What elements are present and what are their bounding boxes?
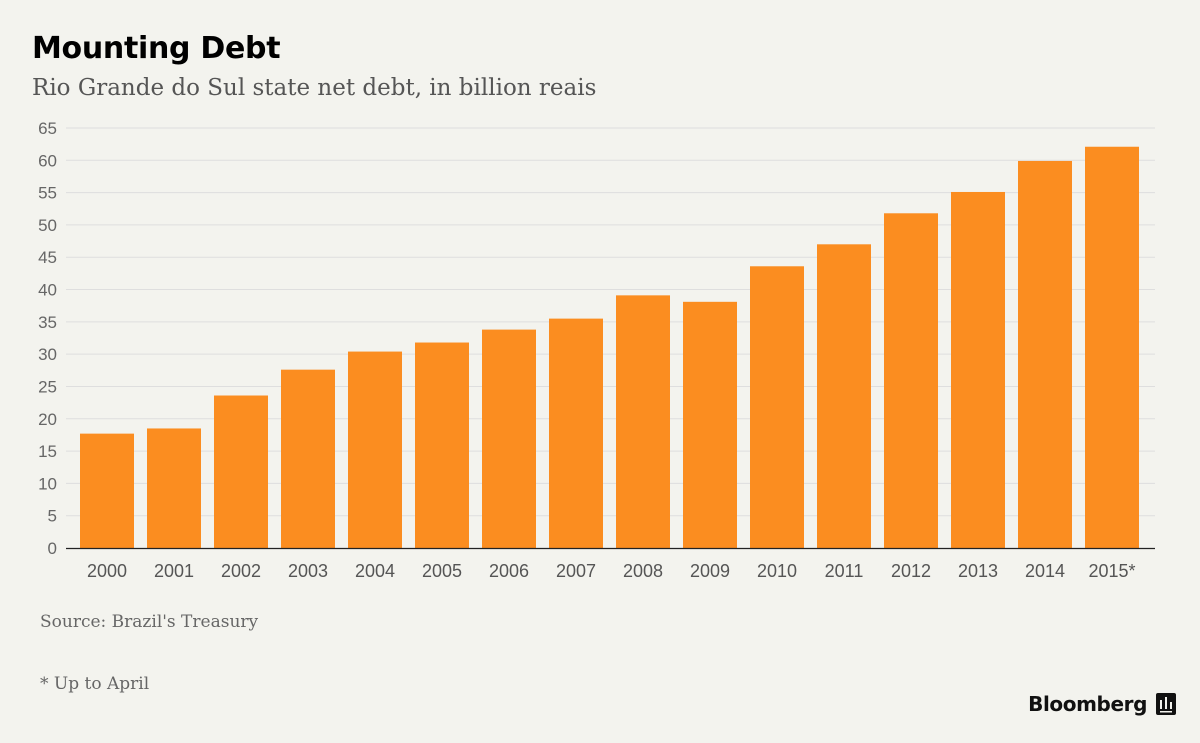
bar-2006 xyxy=(482,329,536,548)
y-tick-label: 30 xyxy=(38,345,57,364)
y-tick-label: 65 xyxy=(38,119,57,138)
x-tick-label: 2009 xyxy=(690,561,730,581)
source-note: Source: Brazil's Treasury xyxy=(40,612,259,632)
x-tick-label: 2011 xyxy=(825,561,864,581)
bar-2012 xyxy=(884,213,938,549)
x-tick-label: 2004 xyxy=(355,561,395,581)
bar-2009 xyxy=(683,301,737,548)
y-tick-label: 60 xyxy=(38,151,57,170)
footnote: * Up to April xyxy=(40,674,150,694)
bar-2002 xyxy=(214,395,268,548)
y-tick-label: 10 xyxy=(38,474,57,493)
bar-2001 xyxy=(147,428,201,548)
bar-2013 xyxy=(951,191,1005,548)
y-tick-label: 5 xyxy=(48,507,57,526)
x-tick-label: 2006 xyxy=(489,561,529,581)
y-tick-label: 45 xyxy=(38,248,57,267)
brand-name: Bloomberg xyxy=(1028,692,1147,716)
chart-title: Mounting Debt xyxy=(32,31,281,66)
bar-2007 xyxy=(549,318,603,548)
bar-2014 xyxy=(1018,160,1072,548)
y-tick-label: 0 xyxy=(48,539,57,558)
x-tick-label: 2012 xyxy=(891,561,931,581)
bloomberg-chart-icon xyxy=(1156,693,1176,715)
y-tick-label: 35 xyxy=(38,313,57,332)
y-axis-ticks: 0 5 10 15 20 25 30 35 40 45 50 55 60 65 xyxy=(38,119,57,558)
x-tick-label: 2015* xyxy=(1088,561,1135,581)
bars xyxy=(80,146,1139,549)
x-tick-label: 2003 xyxy=(288,561,328,581)
bar-2010 xyxy=(750,266,804,548)
x-axis-ticks: 2000 2001 2002 2003 2004 2005 2006 2007 2008 2009… xyxy=(87,561,1136,581)
y-tick-label: 40 xyxy=(38,281,57,300)
x-tick-label: 2000 xyxy=(87,561,127,581)
y-tick-label: 50 xyxy=(38,216,57,235)
bar-2015 xyxy=(1085,146,1139,548)
x-tick-label: 2007 xyxy=(556,561,596,581)
chart-subtitle: Rio Grande do Sul state net debt, in bil… xyxy=(32,75,597,101)
bar-2000 xyxy=(80,433,134,548)
y-tick-label: 25 xyxy=(38,377,57,396)
bar-2003 xyxy=(281,369,335,548)
bar-2011 xyxy=(817,244,871,549)
bar-2004 xyxy=(348,351,402,548)
y-tick-label: 15 xyxy=(38,442,57,461)
x-tick-label: 2010 xyxy=(757,561,797,581)
x-tick-label: 2013 xyxy=(958,561,998,581)
bloomberg-logo: Bloomberg xyxy=(1028,692,1176,716)
y-tick-label: 55 xyxy=(38,184,57,203)
x-tick-label: 2008 xyxy=(623,561,663,581)
y-tick-label: 20 xyxy=(38,410,57,429)
x-tick-label: 2014 xyxy=(1025,561,1065,581)
x-tick-label: 2002 xyxy=(221,561,261,581)
x-tick-label: 2005 xyxy=(422,561,462,581)
x-tick-label: 2001 xyxy=(154,561,194,581)
bar-2005 xyxy=(415,342,469,548)
bar-2008 xyxy=(616,295,670,548)
